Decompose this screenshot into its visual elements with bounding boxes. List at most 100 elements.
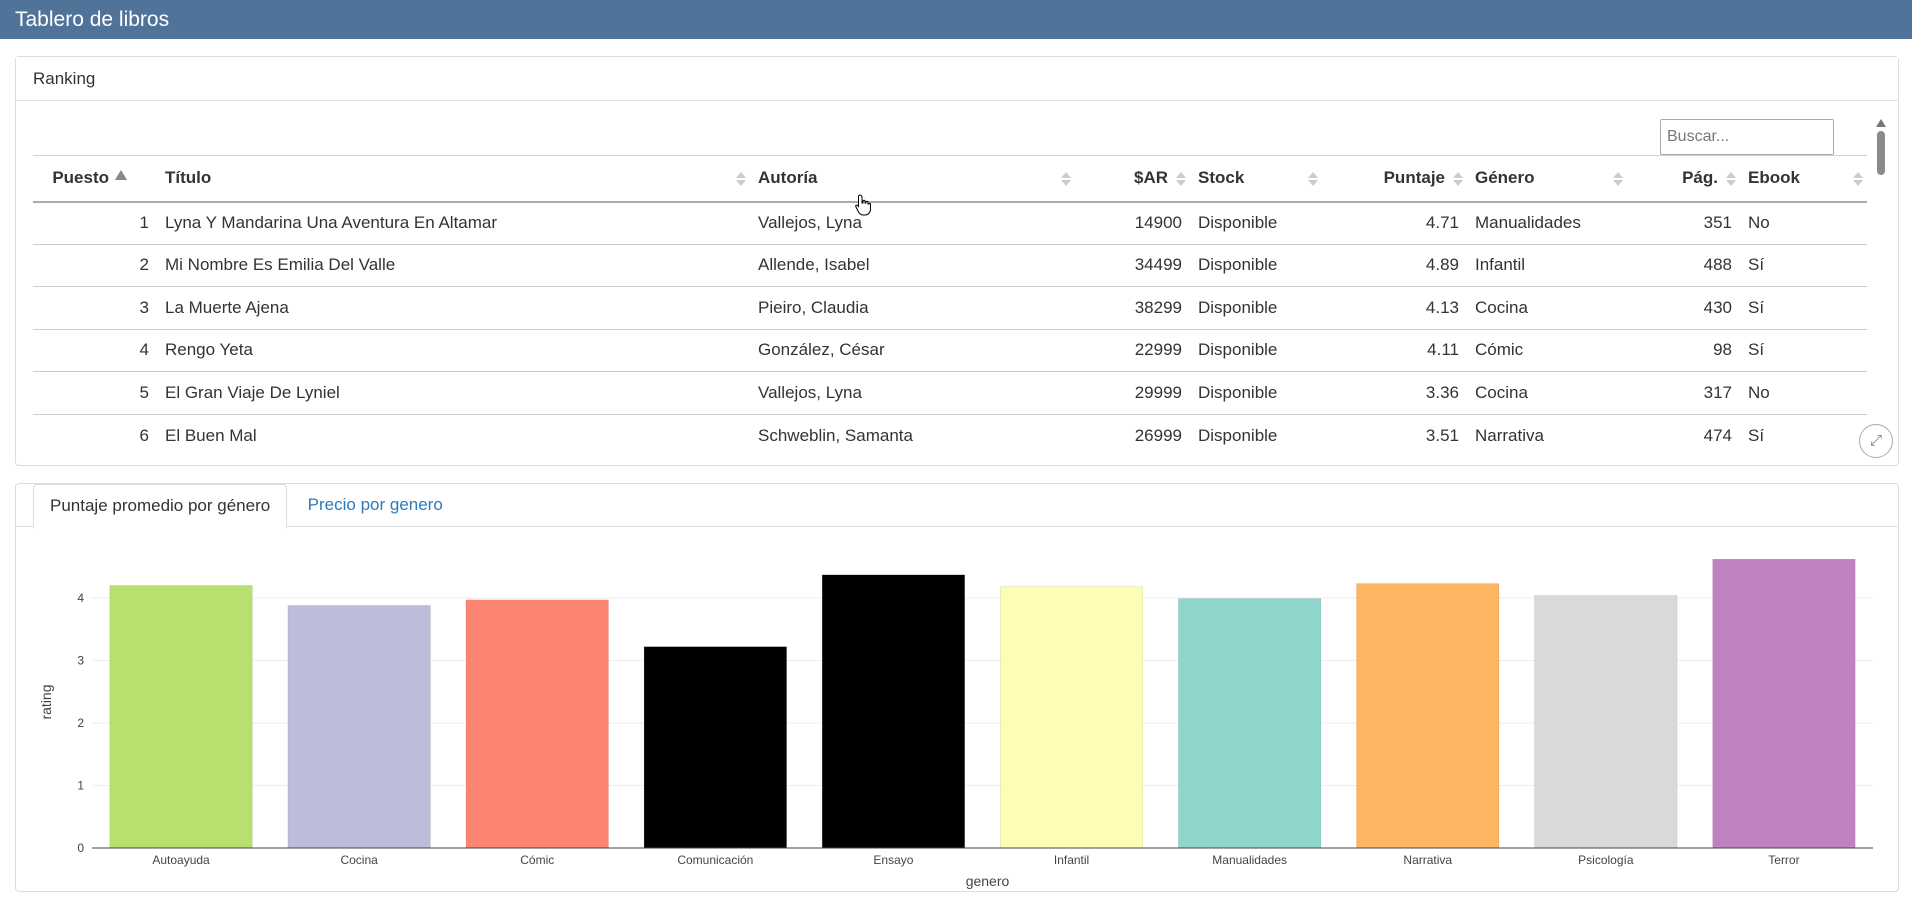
cell-ebook: Sí bbox=[1740, 286, 1867, 330]
app-title: Tablero de libros bbox=[15, 8, 170, 31]
column-header-puesto[interactable]: Puesto bbox=[33, 155, 157, 203]
cell-stock: Disponible bbox=[1190, 201, 1322, 245]
sort-icon bbox=[1726, 172, 1736, 186]
cell-precio: 26999 bbox=[1134, 425, 1182, 445]
bar-manualidades bbox=[1178, 598, 1322, 849]
table-scrollbar[interactable] bbox=[1874, 119, 1888, 177]
cell-precio: 29999 bbox=[1075, 371, 1190, 415]
cell-stock: Disponible bbox=[1198, 425, 1278, 445]
tab-price[interactable]: Precio por genero bbox=[307, 495, 443, 514]
column-header-titulo[interactable]: Título bbox=[157, 155, 750, 203]
scroll-thumb[interactable] bbox=[1877, 131, 1885, 175]
y-axis-label: rating bbox=[38, 684, 54, 719]
ranking-card-header: Ranking bbox=[16, 57, 1898, 101]
x-tick-label: Infantil bbox=[1054, 853, 1089, 867]
table-row[interactable]: 1 Lyna Y Mandarina Una Aventura En Altam… bbox=[33, 201, 1867, 245]
cell-stock: Disponible bbox=[1190, 244, 1322, 287]
table-header-row: Puesto Título Autoría $AR Stock Puntaje … bbox=[33, 155, 1867, 203]
bar-autoayuda bbox=[109, 585, 253, 849]
sort-icon bbox=[1176, 172, 1186, 186]
tab-rating[interactable]: Puntaje promedio por género bbox=[33, 484, 288, 529]
ranking-card: Ranking Puesto Título Autoría $AR Stock … bbox=[15, 56, 1899, 466]
cell-stock: Disponible bbox=[1190, 286, 1322, 330]
cell-puntaje: 4.13 bbox=[1322, 286, 1467, 330]
x-tick-label: Psicología bbox=[1578, 853, 1634, 867]
bar-ensayo bbox=[821, 574, 965, 849]
x-tick-label: Manualidades bbox=[1212, 853, 1287, 867]
x-tick-label: Comunicación bbox=[677, 853, 753, 867]
cell-autoria: Vallejos, Lyna bbox=[750, 201, 1075, 245]
sort-icon bbox=[1613, 172, 1623, 186]
cell-paginas: 351 bbox=[1627, 201, 1740, 245]
cell-autoria: Vallejos, Lyna bbox=[750, 371, 1075, 415]
cell-stock: Disponible bbox=[1190, 371, 1322, 415]
sort-icon bbox=[1453, 172, 1463, 186]
table-row[interactable]: 6 El Buen Mal Schweblin, Samanta 26999 D… bbox=[33, 414, 1867, 457]
sort-icon bbox=[1853, 172, 1863, 186]
cell-puesto: 2 bbox=[33, 244, 157, 287]
cell-puntaje: 4.71 bbox=[1322, 201, 1467, 245]
cell-autoria: Allende, Isabel bbox=[750, 244, 1075, 287]
bar-cómic bbox=[465, 599, 609, 849]
column-header-autoria[interactable]: Autoría bbox=[750, 155, 1075, 203]
y-tick-label: 4 bbox=[77, 591, 84, 605]
scroll-up-arrow-icon[interactable] bbox=[1876, 119, 1886, 127]
column-header-precio[interactable]: $AR bbox=[1075, 155, 1190, 203]
bar-comunicación bbox=[643, 646, 787, 849]
cell-stock: Disponible bbox=[1190, 329, 1322, 372]
cell-puesto: 5 bbox=[33, 371, 157, 415]
sort-icon bbox=[736, 172, 746, 186]
cell-puesto: 6 bbox=[139, 425, 149, 445]
cell-titulo: Lyna Y Mandarina Una Aventura En Altamar bbox=[157, 201, 750, 245]
sort-ascending-icon bbox=[115, 170, 127, 181]
cell-genero: Cocina bbox=[1467, 371, 1627, 415]
y-tick-label: 2 bbox=[77, 716, 84, 730]
y-tick-label: 1 bbox=[77, 779, 84, 793]
cell-ebook: Sí bbox=[1748, 425, 1765, 445]
cell-autoria: Schweblin, Samanta bbox=[758, 425, 913, 445]
x-tick-label: Autoayuda bbox=[152, 853, 210, 867]
cell-genero: Cocina bbox=[1467, 286, 1627, 330]
rating-bar-chart: 0 1 2 3 4 Autoayuda Cocina Cómic Comunicación Ens… bbox=[38, 559, 1873, 889]
x-axis-label: genero bbox=[966, 873, 1010, 889]
table-row[interactable]: 5 El Gran Viaje De Lyniel Vallejos, Lyna… bbox=[33, 371, 1867, 415]
sort-icon bbox=[1061, 172, 1071, 186]
y-tick-label: 3 bbox=[77, 654, 84, 668]
sort-icon bbox=[1308, 172, 1318, 186]
column-header-paginas[interactable]: Pág. bbox=[1627, 155, 1740, 203]
cell-puntaje: 3.51 bbox=[1425, 425, 1459, 445]
cell-precio: 38299 bbox=[1075, 286, 1190, 330]
cell-genero: Narrativa bbox=[1475, 425, 1544, 445]
cell-paginas: 430 bbox=[1627, 286, 1740, 330]
cell-puesto: 3 bbox=[33, 286, 157, 330]
expand-card-button[interactable]: ⤢ bbox=[1859, 424, 1893, 458]
cell-titulo: La Muerte Ajena bbox=[157, 286, 750, 330]
table-row[interactable]: 3 La Muerte Ajena Pieiro, Claudia 38299 … bbox=[33, 286, 1867, 330]
cell-paginas: 488 bbox=[1627, 244, 1740, 287]
bar-narrativa bbox=[1356, 583, 1500, 849]
cell-puesto: 4 bbox=[33, 329, 157, 372]
chart-tabs: Puntaje promedio por género Precio por g… bbox=[16, 484, 1898, 529]
table-row[interactable]: 4 Rengo Yeta González, César 22999 Dispo… bbox=[33, 329, 1867, 372]
column-header-genero[interactable]: Género bbox=[1467, 155, 1627, 203]
cell-ebook: No bbox=[1740, 371, 1867, 415]
hand-cursor-icon bbox=[855, 194, 871, 216]
cell-precio: 22999 bbox=[1075, 329, 1190, 372]
bar-terror bbox=[1712, 559, 1856, 849]
bar-infantil bbox=[1000, 586, 1144, 849]
x-tick-label: Narrativa bbox=[1403, 853, 1452, 867]
bar-cocina bbox=[287, 605, 431, 849]
column-header-ebook[interactable]: Ebook bbox=[1740, 155, 1867, 203]
cell-puntaje: 4.89 bbox=[1322, 244, 1467, 287]
table-row[interactable]: 2 Mi Nombre Es Emilia Del Valle Allende,… bbox=[33, 244, 1867, 287]
cell-autoria: González, César bbox=[750, 329, 1075, 372]
y-tick-label: 0 bbox=[77, 841, 84, 855]
cell-precio: 34499 bbox=[1075, 244, 1190, 287]
search-input[interactable] bbox=[1660, 119, 1834, 155]
cell-autoria: Pieiro, Claudia bbox=[750, 286, 1075, 330]
x-tick-label: Ensayo bbox=[873, 853, 913, 867]
chart-card: Puntaje promedio por género Precio por g… bbox=[15, 483, 1899, 892]
column-header-stock[interactable]: Stock bbox=[1190, 155, 1322, 203]
cell-puesto: 1 bbox=[33, 201, 157, 245]
column-header-puntaje[interactable]: Puntaje bbox=[1322, 155, 1467, 203]
